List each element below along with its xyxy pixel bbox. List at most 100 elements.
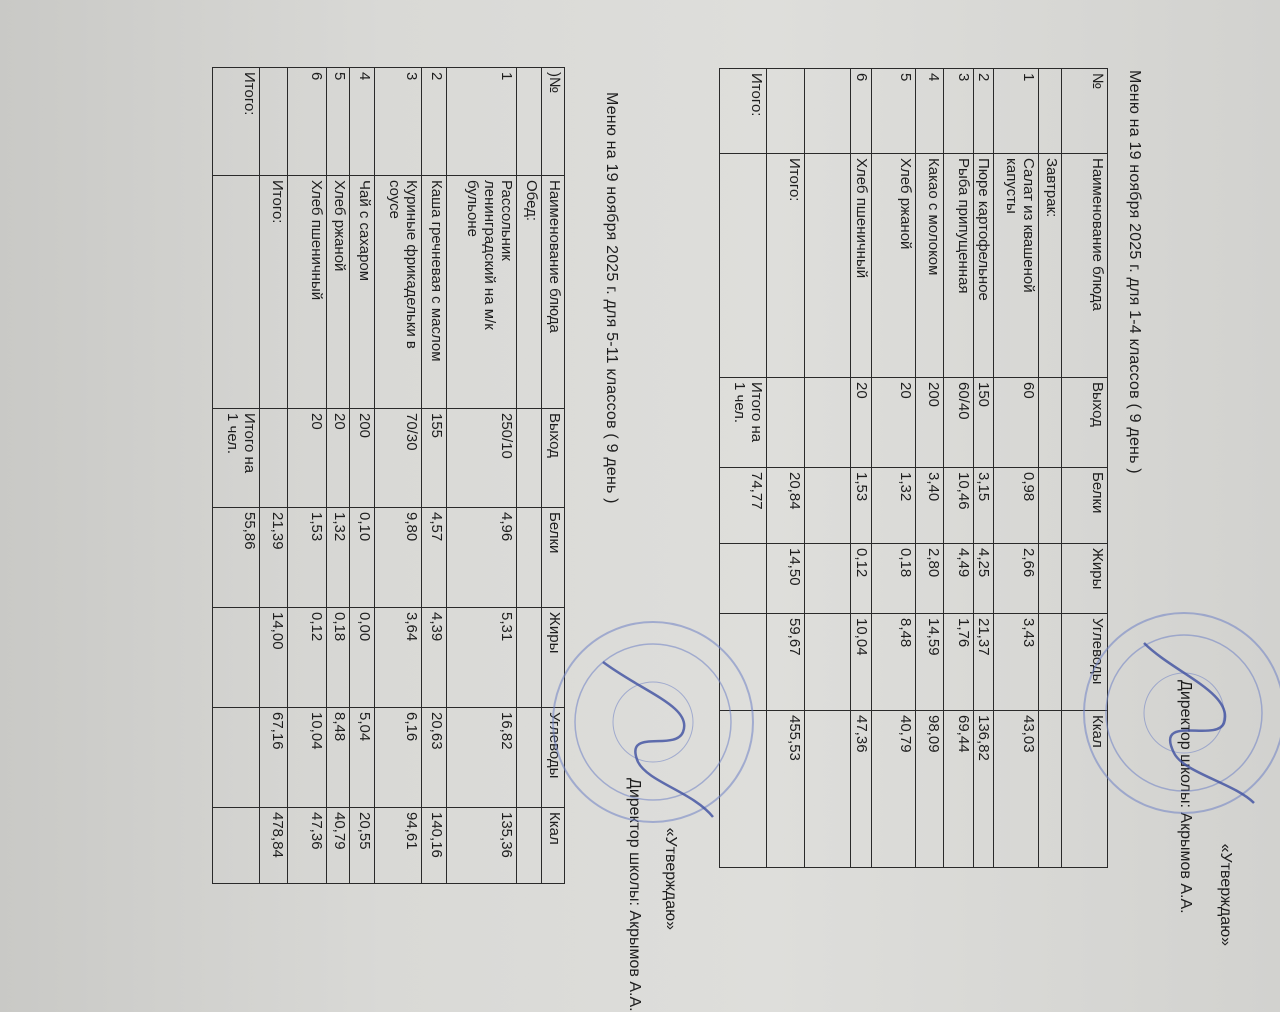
table-row: 4 Какао с молоком 200 3,40 2,80 14,59 98,09 <box>915 68 944 868</box>
table-cell <box>804 377 851 468</box>
table-cell: 43,03 <box>993 710 1039 868</box>
table-row: 5 Хлеб ржаной 20 1,32 0,18 8,48 40,79 <box>326 67 350 884</box>
table-cell <box>516 67 542 176</box>
table-cell: 200 <box>349 408 375 508</box>
table-cell: Хлеб пшеничный <box>850 153 872 378</box>
table-cell: Завтрак: <box>1038 153 1062 378</box>
table-cell: Рассольник ленинградский на м/к бульоне <box>446 175 517 409</box>
table-cell: Рыба припущенная <box>943 153 974 378</box>
table-cell: Итого: <box>212 67 260 176</box>
column-header: Наименование блюда <box>1061 153 1108 378</box>
table-cell: Итого: <box>766 153 805 378</box>
table-cell <box>1038 543 1062 614</box>
table-cell: 3 <box>943 68 974 154</box>
table-cell: 2 <box>973 68 994 154</box>
table-row: 1 Салат из квашеной капусты 60 0,98 2,66 3,43… <box>993 68 1039 868</box>
table-cell: Итого на 1 чел. <box>719 377 767 468</box>
table-cell <box>1038 613 1062 711</box>
table-cell: 1,76 <box>943 613 974 711</box>
menu-table-1: № Наименование блюда Выход Белки Жиры Углевод… <box>719 68 1108 868</box>
table-cell: 5,31 <box>446 607 517 708</box>
table-row: Итого: 21,39 14,00 67,16 478,84 <box>259 67 288 884</box>
table-cell <box>212 707 260 808</box>
table-cell: 0,10 <box>349 507 375 608</box>
table-cell: 150 <box>973 377 994 468</box>
table-cell: 10,04 <box>287 707 327 808</box>
table-cell: 20,84 <box>766 467 805 544</box>
table-cell: 1,53 <box>850 467 872 544</box>
table-cell: 20,55 <box>349 807 375 884</box>
table-cell: 4,49 <box>943 543 974 614</box>
menu-table-2: )№ Наименование блюда Выход Белки Жиры Углево… <box>212 67 565 884</box>
table-cell: 5,04 <box>349 707 375 808</box>
table-cell <box>766 377 805 468</box>
table-row: 1 Рассольник ленинградский на м/к бульоне… <box>446 67 517 884</box>
table-cell: 0,98 <box>993 467 1039 544</box>
table-cell: 478,84 <box>259 807 288 884</box>
table-cell: 1 <box>993 68 1039 154</box>
table-cell: 6,16 <box>374 707 422 808</box>
table-cell: Итого: <box>719 68 767 154</box>
table-cell: 70/30 <box>374 408 422 508</box>
table-cell <box>212 807 260 884</box>
table-cell <box>804 153 851 378</box>
table-cell <box>516 507 542 608</box>
table-cell: 21,37 <box>973 613 994 711</box>
table-cell <box>259 408 288 508</box>
menu-title-2: Меню на 19 ноября 2025 г. для 5-11 класс… <box>603 92 620 504</box>
table-cell: 20,63 <box>421 707 447 808</box>
table-cell: 0,12 <box>287 607 327 708</box>
table-cell: 4 <box>915 68 944 154</box>
table-cell: Каша гречневая с маслом <box>421 175 447 409</box>
table-cell: 67,16 <box>259 707 288 808</box>
table-cell: 0,00 <box>349 607 375 708</box>
table-cell: 2,66 <box>993 543 1039 614</box>
table-cell: 94,61 <box>374 807 422 884</box>
table-cell: Обед: <box>516 175 542 409</box>
table-cell: Пюре картофельное <box>973 153 994 378</box>
table-row: 2 Пюре картофельное 150 3,15 4,25 21,37 136,82 <box>973 68 994 868</box>
menu-title-1: Меню на 19 ноября 2025 г. для 1-4 классо… <box>1126 70 1143 474</box>
table-cell: Куриные фрикадельки в соусе <box>374 175 422 409</box>
table-cell: 10,04 <box>850 613 872 711</box>
table-cell: 20 <box>326 408 350 508</box>
table-cell: 20 <box>287 408 327 508</box>
table-cell: 2,80 <box>915 543 944 614</box>
table-cell: Салат из квашеной капусты <box>993 153 1039 378</box>
table-cell: 135,36 <box>446 807 517 884</box>
table-cell: 6 <box>287 67 327 176</box>
table-cell: 8,48 <box>326 707 350 808</box>
table-cell: 14,59 <box>915 613 944 711</box>
table-cell: 98,09 <box>915 710 944 868</box>
table-cell: 16,82 <box>446 707 517 808</box>
table-cell: 59,67 <box>766 613 805 711</box>
table-cell <box>1038 710 1062 868</box>
table-cell: 60/40 <box>943 377 974 468</box>
table-cell: Чай с сахаром <box>349 175 375 409</box>
table-cell: 4,25 <box>973 543 994 614</box>
table-row: 6 Хлеб пшеничный 20 1,53 0,12 10,04 47,36 <box>287 67 327 884</box>
table-row: Обед: <box>516 67 542 884</box>
table-cell: 14,50 <box>766 543 805 614</box>
table-cell: 3,64 <box>374 607 422 708</box>
school-stamp-1 <box>1083 612 1280 814</box>
table-cell: Итого: <box>259 175 288 409</box>
table-row: Завтрак: <box>1038 68 1062 868</box>
column-header: Белки <box>1061 467 1108 544</box>
table-cell <box>719 153 767 378</box>
table-cell: 455,53 <box>766 710 805 868</box>
table-cell: 69,44 <box>943 710 974 868</box>
table-cell <box>1038 377 1062 468</box>
approval-label-2: «Утверждаю» <box>662 827 679 930</box>
table-cell: Какао с молоком <box>915 153 944 378</box>
table-cell <box>804 68 851 154</box>
table-cell: 6 <box>850 68 872 154</box>
table-cell: Хлеб ржаной <box>871 153 916 378</box>
table-cell: 74,77 <box>719 467 767 544</box>
table-row: 5 Хлеб ржаной 20 1,32 0,18 8,48 40,79 <box>871 68 916 868</box>
table-cell <box>804 543 851 614</box>
table-row: 3 Рыба припущенная 60/40 10,46 4,49 1,76 69,44 <box>943 68 974 868</box>
table-cell: 4 <box>349 67 375 176</box>
table-cell: 5 <box>326 67 350 176</box>
table-row: Итого: Итого на 1 чел. 55,86 <box>212 67 260 884</box>
